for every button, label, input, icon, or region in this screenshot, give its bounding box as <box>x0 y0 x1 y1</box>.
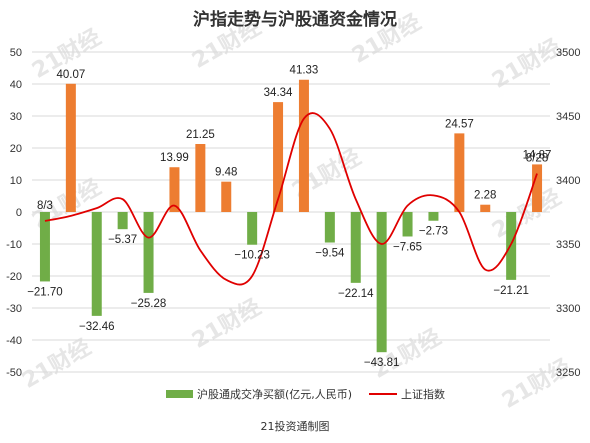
bar-data-label: −43.81 <box>364 357 400 369</box>
bar-data-label: −32.46 <box>79 321 115 333</box>
bar <box>298 79 309 212</box>
y2-tick-label: 3500 <box>556 47 580 59</box>
bar <box>273 102 284 212</box>
bar-data-label: 40.07 <box>56 69 85 81</box>
legend: 沪股通成交净买额(亿元,人民币) 上证指数 <box>166 387 445 401</box>
y-tick-label: -50 <box>6 367 22 379</box>
legend-label-bar: 沪股通成交净买额(亿元,人民币) <box>197 387 352 401</box>
bar <box>221 181 232 212</box>
bar <box>247 212 258 245</box>
bar-data-label: −22.14 <box>338 288 374 300</box>
y-tick-label: 30 <box>10 111 22 123</box>
y-tick-label: 0 <box>16 207 22 219</box>
y2-tick-label: 3250 <box>556 367 580 379</box>
bar-data-label: 41.33 <box>290 65 319 77</box>
bar <box>143 212 154 293</box>
watermark-text: 21财经 <box>498 354 576 414</box>
bar <box>169 167 180 212</box>
bar <box>350 212 361 283</box>
bar-data-label: −7.65 <box>393 241 422 253</box>
bar-data-label: −21.70 <box>27 286 63 298</box>
y-tick-label: 10 <box>10 175 22 187</box>
bar-data-label: −21.21 <box>493 285 529 297</box>
y2-tick-label: 3300 <box>556 303 580 315</box>
y-tick-label: 40 <box>10 79 22 91</box>
index-line <box>44 112 538 286</box>
legend-swatch-bar <box>166 390 193 398</box>
bar-data-label: −2.73 <box>419 226 448 238</box>
bar-data-label: 14.87 <box>523 149 552 161</box>
bar <box>402 212 413 237</box>
bar-data-label: −9.54 <box>315 248 345 260</box>
bar-data-label: 24.57 <box>445 118 474 130</box>
legend-label-line: 上证指数 <box>401 387 445 401</box>
bar-data-label: −25.28 <box>131 298 167 310</box>
bar <box>195 144 206 212</box>
y2-tick-label: 3400 <box>556 175 580 187</box>
watermark-text: 21财经 <box>18 334 96 394</box>
y-tick-label: -20 <box>6 271 22 283</box>
bar-data-label: 2.28 <box>474 190 496 202</box>
bar <box>480 204 491 212</box>
y2-tick-label: 3350 <box>556 239 580 251</box>
bar <box>506 212 517 280</box>
y-tick-label: -40 <box>6 335 22 347</box>
bar-data-label: −10.23 <box>234 250 270 262</box>
y-tick-label: 50 <box>10 47 22 59</box>
watermark-text: 21财经 <box>188 294 266 354</box>
date-annotation: 8/28 <box>526 153 548 165</box>
chart-title: 沪指走势与沪股通资金情况 <box>193 9 397 30</box>
bar <box>532 164 543 212</box>
bar <box>117 212 128 230</box>
bar-data-label: −5.37 <box>108 234 137 246</box>
bar <box>39 212 50 282</box>
bar-data-label: 13.99 <box>160 152 189 164</box>
bar <box>454 133 465 212</box>
bar <box>376 212 387 353</box>
chart-credit: 21投资通制图 <box>261 419 330 433</box>
y2-tick-label: 3450 <box>556 111 580 123</box>
y-tick-label: 20 <box>10 143 22 155</box>
date-annotation: 8/3 <box>37 200 53 212</box>
bar <box>428 212 439 221</box>
y-tick-label: -30 <box>6 303 22 315</box>
bar-data-label: 9.48 <box>215 167 237 179</box>
bar-data-label: 34.34 <box>264 87 293 99</box>
bar <box>324 212 335 243</box>
bar-data-label: 21.25 <box>186 129 215 141</box>
bar <box>91 212 102 316</box>
watermark-text: 21财经 <box>488 34 566 94</box>
watermark-text: 21财经 <box>488 184 566 244</box>
y-tick-label: -10 <box>6 239 22 251</box>
bar <box>65 83 76 212</box>
